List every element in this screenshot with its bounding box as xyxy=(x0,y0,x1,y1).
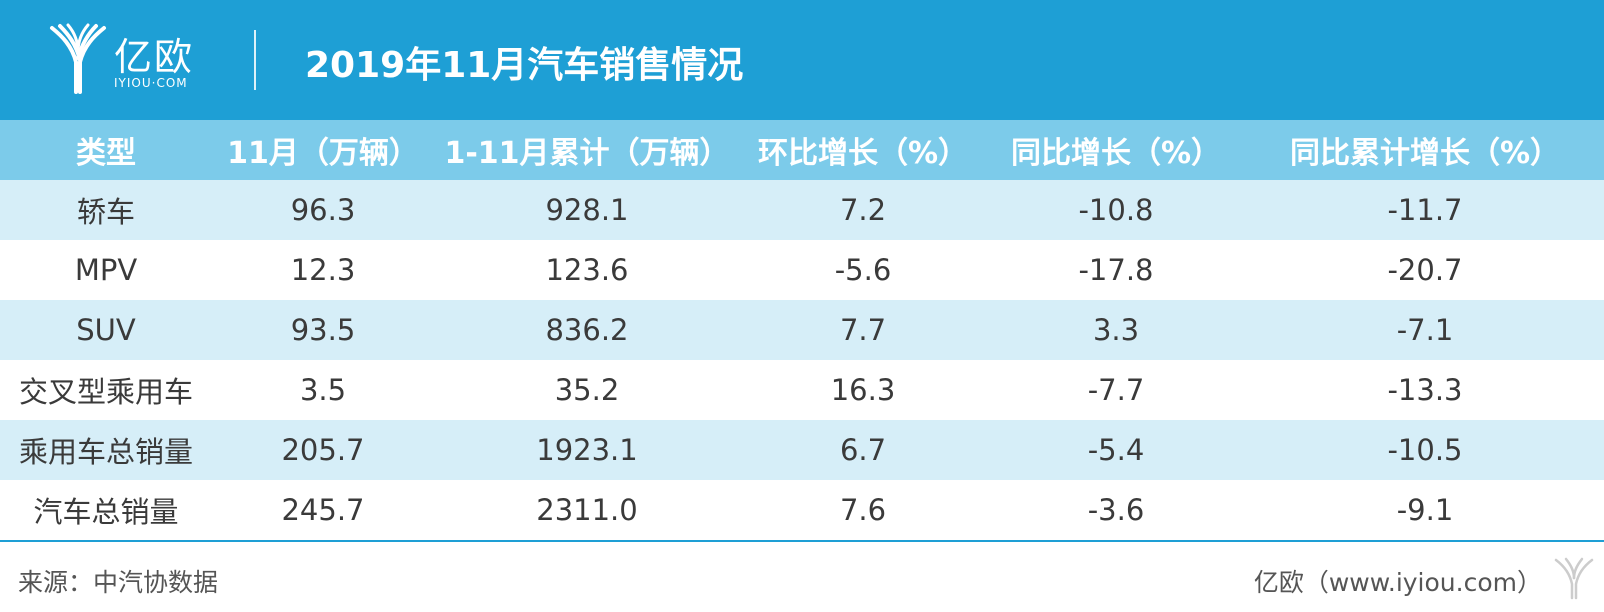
table-cell: 12.3 xyxy=(212,240,434,300)
table-cell: SUV xyxy=(0,300,212,360)
logo-text-cn: 亿欧 xyxy=(114,35,195,79)
table-cell: 乘用车总销量 xyxy=(0,420,212,480)
table-cell: 7.6 xyxy=(740,480,986,542)
iyiou-logo: 亿欧 IYIOU·COM xyxy=(48,22,218,97)
table-cell: 汽车总销量 xyxy=(0,480,212,542)
page-title: 2019年11月汽车销售情况 xyxy=(305,45,744,86)
sales-table: 类型 11月（万辆） 1-11月累计（万辆） 环比增长（%） 同比增长（%） 同… xyxy=(0,120,1604,542)
logo-text-en: IYIOU·COM xyxy=(114,76,188,90)
table-cell: 836.2 xyxy=(434,300,740,360)
header-divider xyxy=(254,30,256,90)
table-cell: -13.3 xyxy=(1246,360,1604,420)
table-cell: 6.7 xyxy=(740,420,986,480)
header-banner: 亿欧 IYIOU·COM 2019年11月汽车销售情况 xyxy=(0,0,1604,120)
table-row: 汽车总销量 245.7 2311.0 7.6 -3.6 -9.1 xyxy=(0,480,1604,542)
table-cell: 35.2 xyxy=(434,360,740,420)
table-cell: 轿车 xyxy=(0,180,212,240)
table-cell: -10.8 xyxy=(986,180,1246,240)
table-cell: 7.2 xyxy=(740,180,986,240)
table-cell: -17.8 xyxy=(986,240,1246,300)
table-cell: 7.7 xyxy=(740,300,986,360)
table-cell: 96.3 xyxy=(212,180,434,240)
table-cell: -7.1 xyxy=(1246,300,1604,360)
credit-note: 亿欧（www.iyiou.com） xyxy=(1253,568,1542,597)
table-row: SUV 93.5 836.2 7.7 3.3 -7.1 xyxy=(0,300,1604,360)
table-cell: MPV xyxy=(0,240,212,300)
column-header-yoy-cumulative: 同比累计增长（%） xyxy=(1246,120,1604,180)
table-cell: 交叉型乘用车 xyxy=(0,360,212,420)
iyiou-y-icon xyxy=(50,23,106,94)
source-note: 来源：中汽协数据 xyxy=(18,568,219,597)
table-cell: -5.4 xyxy=(986,420,1246,480)
table-cell: 123.6 xyxy=(434,240,740,300)
table-cell: -20.7 xyxy=(1246,240,1604,300)
table-cell: 93.5 xyxy=(212,300,434,360)
table-cell: -10.5 xyxy=(1246,420,1604,480)
table-cell: 205.7 xyxy=(212,420,434,480)
column-header-month: 11月（万辆） xyxy=(212,120,434,180)
table-row: 交叉型乘用车 3.5 35.2 16.3 -7.7 -13.3 xyxy=(0,360,1604,420)
table-cell: -11.7 xyxy=(1246,180,1604,240)
table-cell: -7.7 xyxy=(986,360,1246,420)
column-header-yoy: 同比增长（%） xyxy=(986,120,1246,180)
table-row: 乘用车总销量 205.7 1923.1 6.7 -5.4 -10.5 xyxy=(0,420,1604,480)
column-header-cumulative: 1-11月累计（万辆） xyxy=(434,120,740,180)
table-row: 轿车 96.3 928.1 7.2 -10.8 -11.7 xyxy=(0,180,1604,240)
table-row: MPV 12.3 123.6 -5.6 -17.8 -20.7 xyxy=(0,240,1604,300)
table-cell: 928.1 xyxy=(434,180,740,240)
table-cell: 1923.1 xyxy=(434,420,740,480)
table-cell: 2311.0 xyxy=(434,480,740,542)
table-cell: 3.5 xyxy=(212,360,434,420)
column-header-mom: 环比增长（%） xyxy=(740,120,986,180)
table-cell: 245.7 xyxy=(212,480,434,542)
table-cell: -5.6 xyxy=(740,240,986,300)
column-header-type: 类型 xyxy=(0,120,212,180)
watermark-logo-icon xyxy=(1554,557,1594,600)
table-cell: 3.3 xyxy=(986,300,1246,360)
table-cell: -3.6 xyxy=(986,480,1246,542)
table-cell: 16.3 xyxy=(740,360,986,420)
table-cell: -9.1 xyxy=(1246,480,1604,542)
table-header-row: 类型 11月（万辆） 1-11月累计（万辆） 环比增长（%） 同比增长（%） 同… xyxy=(0,120,1604,180)
